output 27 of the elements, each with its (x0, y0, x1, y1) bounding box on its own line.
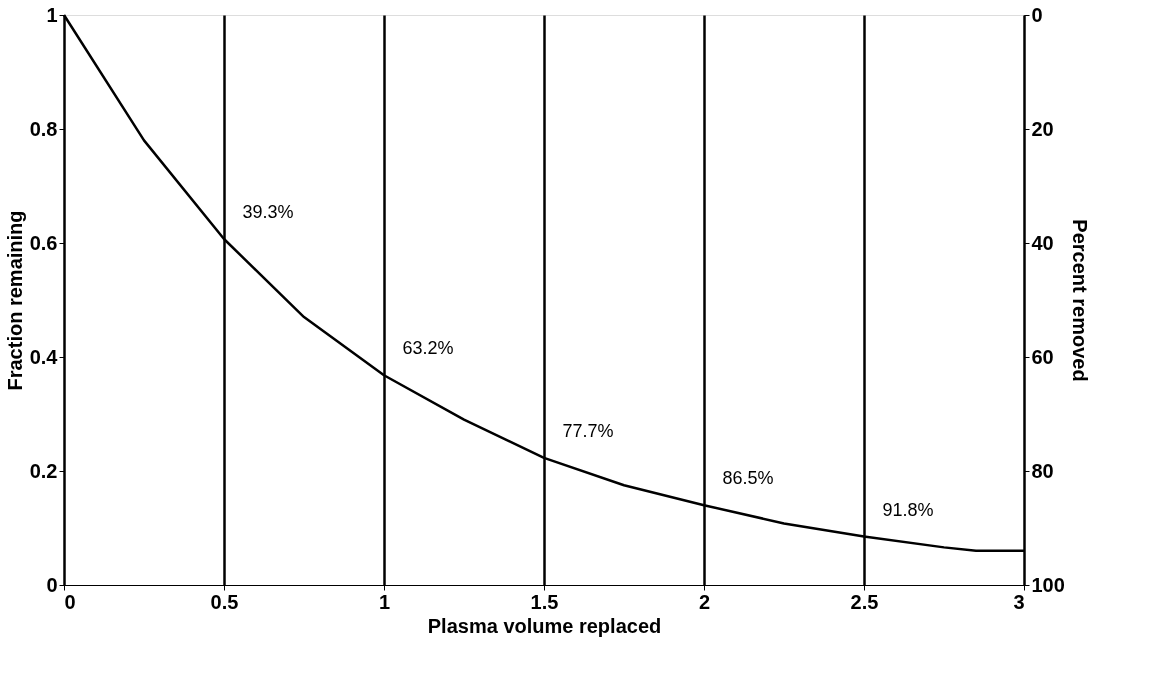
y2-tick-label: 80 (1031, 459, 1054, 482)
y2-axis-title: Percent removed (1068, 219, 1091, 382)
x-axis-title: Plasma volume replaced (427, 614, 662, 637)
x-tick-label: 0.5 (210, 590, 239, 613)
y-axis-title: Fraction remaining (3, 210, 26, 391)
annotation: 91.8% (882, 499, 934, 520)
y2-tick-label: 40 (1031, 231, 1054, 254)
x-tick-label: 2.5 (850, 590, 879, 613)
y2-tick-label: 0 (1031, 3, 1043, 26)
y-tick-label: 0.6 (29, 231, 58, 254)
annotation: 77.7% (562, 420, 614, 441)
y-tick-label: 0.8 (29, 117, 58, 140)
x-tick-label: 0 (64, 590, 76, 613)
y-tick-label: 0 (46, 573, 58, 596)
y2-tick-label: 20 (1031, 117, 1054, 140)
x-tick-label: 3 (1013, 590, 1025, 613)
x-tick-label: 2 (698, 590, 711, 613)
y-tick-label: 0.2 (29, 459, 58, 482)
y2-tick-label: 60 (1031, 345, 1054, 368)
x-tick-label: 1.5 (530, 590, 559, 613)
x-tick-label: 1 (378, 590, 391, 613)
y-tick-label: 1 (46, 3, 58, 26)
annotation: 39.3% (242, 202, 294, 223)
y-tick-label: 0.4 (29, 345, 59, 368)
annotation: 86.5% (722, 468, 774, 489)
annotation: 63.2% (402, 338, 454, 359)
y2-tick-label: 100 (1031, 573, 1065, 596)
